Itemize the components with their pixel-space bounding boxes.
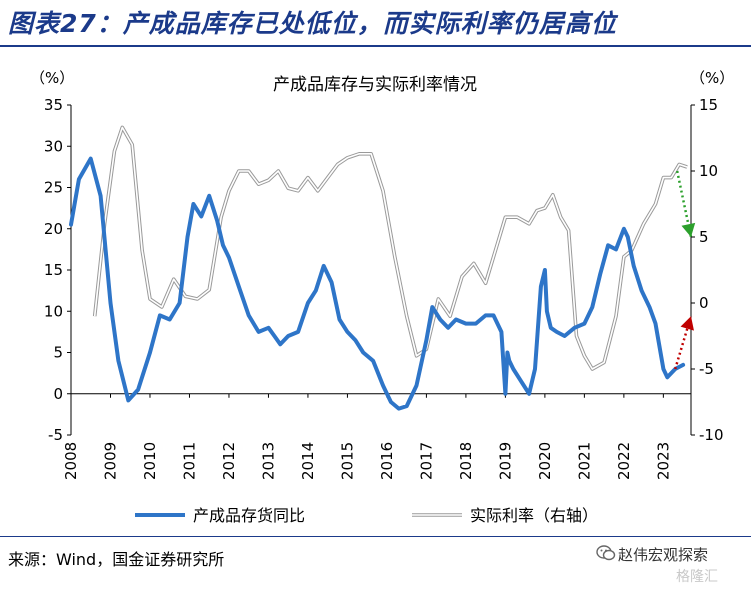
x-tick-label: 2008 — [62, 442, 80, 480]
left-tick-label: 30 — [44, 137, 63, 155]
chart-legend: 产成品存货同比 实际利率（右轴） — [135, 506, 598, 525]
x-tick-label: 2010 — [141, 442, 159, 480]
left-tick-label: 25 — [44, 179, 63, 197]
real-rate-line — [93, 126, 688, 370]
chart-title: 产成品库存与实际利率情况 — [273, 75, 477, 95]
right-tick-label: 15 — [699, 96, 718, 114]
x-tick-label: 2021 — [575, 442, 593, 480]
x-tick-label: 2011 — [180, 442, 198, 480]
x-tick-label: 2023 — [654, 442, 672, 480]
left-tick-label: 35 — [44, 96, 63, 114]
x-tick-label: 2009 — [101, 442, 119, 480]
watermark-account: 赵伟宏观探索 — [618, 546, 709, 564]
x-tick-label: 2018 — [457, 442, 475, 480]
source-note: 来源：Wind，国金证券研究所 — [8, 550, 225, 569]
left-tick-label: 10 — [44, 302, 63, 320]
inventory-yoy-line — [69, 156, 686, 411]
left-tick-label: 0 — [53, 385, 63, 403]
right-axis-unit: （%） — [690, 69, 734, 87]
left-tick-label: 5 — [53, 344, 63, 362]
title-divider — [0, 45, 751, 47]
x-tick-label: 2014 — [299, 442, 317, 480]
watermark-brand: 格隆汇 — [676, 569, 718, 585]
right-tick-label: -5 — [699, 360, 714, 378]
x-tick-label: 2019 — [496, 442, 514, 480]
legend-real-rate-label: 实际利率（右轴） — [470, 506, 598, 525]
real-rate-line-outline — [92, 125, 688, 371]
wechat-icon — [596, 545, 616, 561]
series-lines — [69, 125, 688, 411]
left-tick-label: 20 — [44, 220, 63, 238]
legend-inventory-label: 产成品存货同比 — [193, 506, 305, 525]
x-tick-label: 2022 — [615, 442, 633, 480]
inventory-real-rate-chart: 产成品库存与实际利率情况 （%） （%） 35302520151050-5151… — [30, 69, 734, 525]
figure-title: 图表27：产成品库存已处低位，而实际利率仍居高位 — [8, 9, 617, 38]
rising-arrow-head — [680, 316, 694, 331]
falling-arrow-head — [681, 222, 696, 237]
right-tick-label: 5 — [699, 228, 709, 246]
x-tick-label: 2012 — [220, 442, 238, 480]
right-tick-label: 10 — [699, 162, 718, 180]
x-tick-label: 2015 — [338, 442, 356, 480]
figure-header: 图表27：产成品库存已处低位，而实际利率仍居高位 — [0, 0, 751, 47]
x-tick-label: 2013 — [259, 442, 277, 480]
left-tick-label: -5 — [48, 426, 63, 444]
right-tick-label: -10 — [699, 426, 724, 444]
watermark: 赵伟宏观探索 格隆汇 — [596, 538, 748, 588]
left-tick-label: 15 — [44, 261, 63, 279]
left-axis-unit: （%） — [30, 69, 74, 87]
right-tick-label: 0 — [699, 294, 709, 312]
source-divider — [0, 536, 751, 537]
trend-arrows — [674, 170, 696, 370]
x-tick-label: 2017 — [417, 442, 435, 480]
x-tick-label: 2020 — [536, 442, 554, 480]
x-tick-label: 2016 — [378, 442, 396, 480]
